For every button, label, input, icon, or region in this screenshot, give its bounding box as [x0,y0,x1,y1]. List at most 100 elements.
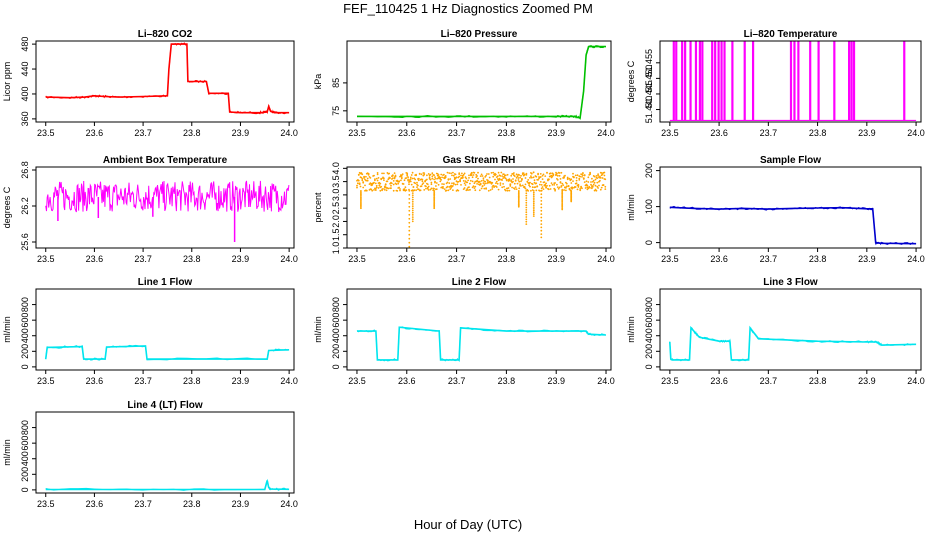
data-point [452,183,455,185]
y-tick-label: 2.5 [331,202,341,215]
data-point [514,186,517,189]
y-tick-label: 800 [331,297,341,312]
data-point [604,188,607,191]
y-tick-label: 480 [20,37,30,52]
x-tick-label: 23.7 [448,128,466,138]
data-point [496,175,499,178]
panel-title: Line 3 Flow [763,277,818,288]
data-point [464,180,467,183]
x-tick-label: 23.6 [710,376,728,386]
data-point [504,174,507,177]
data-point [450,187,452,189]
data-point [479,182,482,185]
data-point [532,195,535,198]
data-point [468,177,470,179]
data-point [433,198,436,201]
data-point [540,200,543,202]
data-point [357,174,360,176]
data-point [501,175,504,178]
data-point [506,173,509,176]
data-point [601,173,604,176]
data-point [519,183,521,186]
data-point [577,186,580,188]
data-point [467,189,469,192]
data-point [371,184,374,186]
data-point [390,184,392,187]
data-point [451,174,453,177]
panel-frame [35,288,295,371]
data-point [565,189,567,192]
data-point [590,183,592,186]
data-point [509,183,512,186]
x-tick-label: 23.5 [37,254,55,264]
panel-title: Ambient Box Temperature [103,155,228,166]
data-point [540,219,543,222]
data-point [584,187,587,189]
data-point [547,188,550,191]
panel-title: Sample Flow [760,155,821,166]
data-point [461,177,464,179]
data-point [531,186,534,189]
data-point [532,197,535,200]
data-point [575,179,578,182]
y-tick-label: 200 [644,163,654,178]
data-point [403,188,406,190]
x-tick-label: 24.0 [280,499,298,509]
x-tick-label: 23.5 [661,376,679,386]
data-point [471,176,474,179]
x-tick-label: 23.8 [498,376,516,386]
data-point [389,177,391,179]
data-point [452,189,454,192]
panel-title: Line 1 Flow [138,277,193,288]
data-point [433,194,436,197]
x-tick-label: 23.6 [710,128,728,138]
x-tick-label: 23.7 [760,254,778,264]
data-point [405,177,408,179]
data-point [480,173,483,176]
data-point [463,172,466,175]
data-point [515,176,518,179]
data-point [362,181,365,184]
y-tick-label: 400 [644,328,654,343]
data-point [532,206,535,209]
data-point [360,207,362,210]
data-point [458,173,461,176]
y-axis-label: kPa [313,74,323,90]
data-point [484,180,487,183]
data-point [399,189,401,192]
data-point [484,182,487,185]
data-point [539,183,541,186]
data-point [446,185,449,188]
data-point [411,177,414,180]
data-point [454,183,457,186]
data-point [452,171,454,174]
data-point [561,204,564,207]
data-point [557,187,560,190]
data-point [387,187,390,190]
data-point [433,202,436,205]
data-point [566,176,569,179]
data-point [446,181,449,184]
data-point [436,177,439,180]
data-point [565,187,567,189]
data-point [518,174,521,176]
data-point [375,177,378,180]
data-point [423,172,426,175]
data-point [530,175,532,178]
data-point [383,179,385,182]
data-point [360,191,362,194]
x-tick-label: 23.5 [348,254,366,264]
data-point [499,182,502,185]
data-point [510,174,513,177]
data-point [460,174,462,177]
data-point [480,180,483,182]
data-point [561,191,564,194]
data-point [440,173,443,176]
plot-area [356,326,607,363]
y-tick-label: 1.0 [331,242,341,255]
chart-panel-2: Li–820 Pressure kPa 23.5 23.6 23.7 23.8 23.9 24… [313,29,615,138]
data-point [356,186,358,189]
data-point [571,187,573,189]
data-point [545,186,547,189]
data-point [541,178,544,181]
